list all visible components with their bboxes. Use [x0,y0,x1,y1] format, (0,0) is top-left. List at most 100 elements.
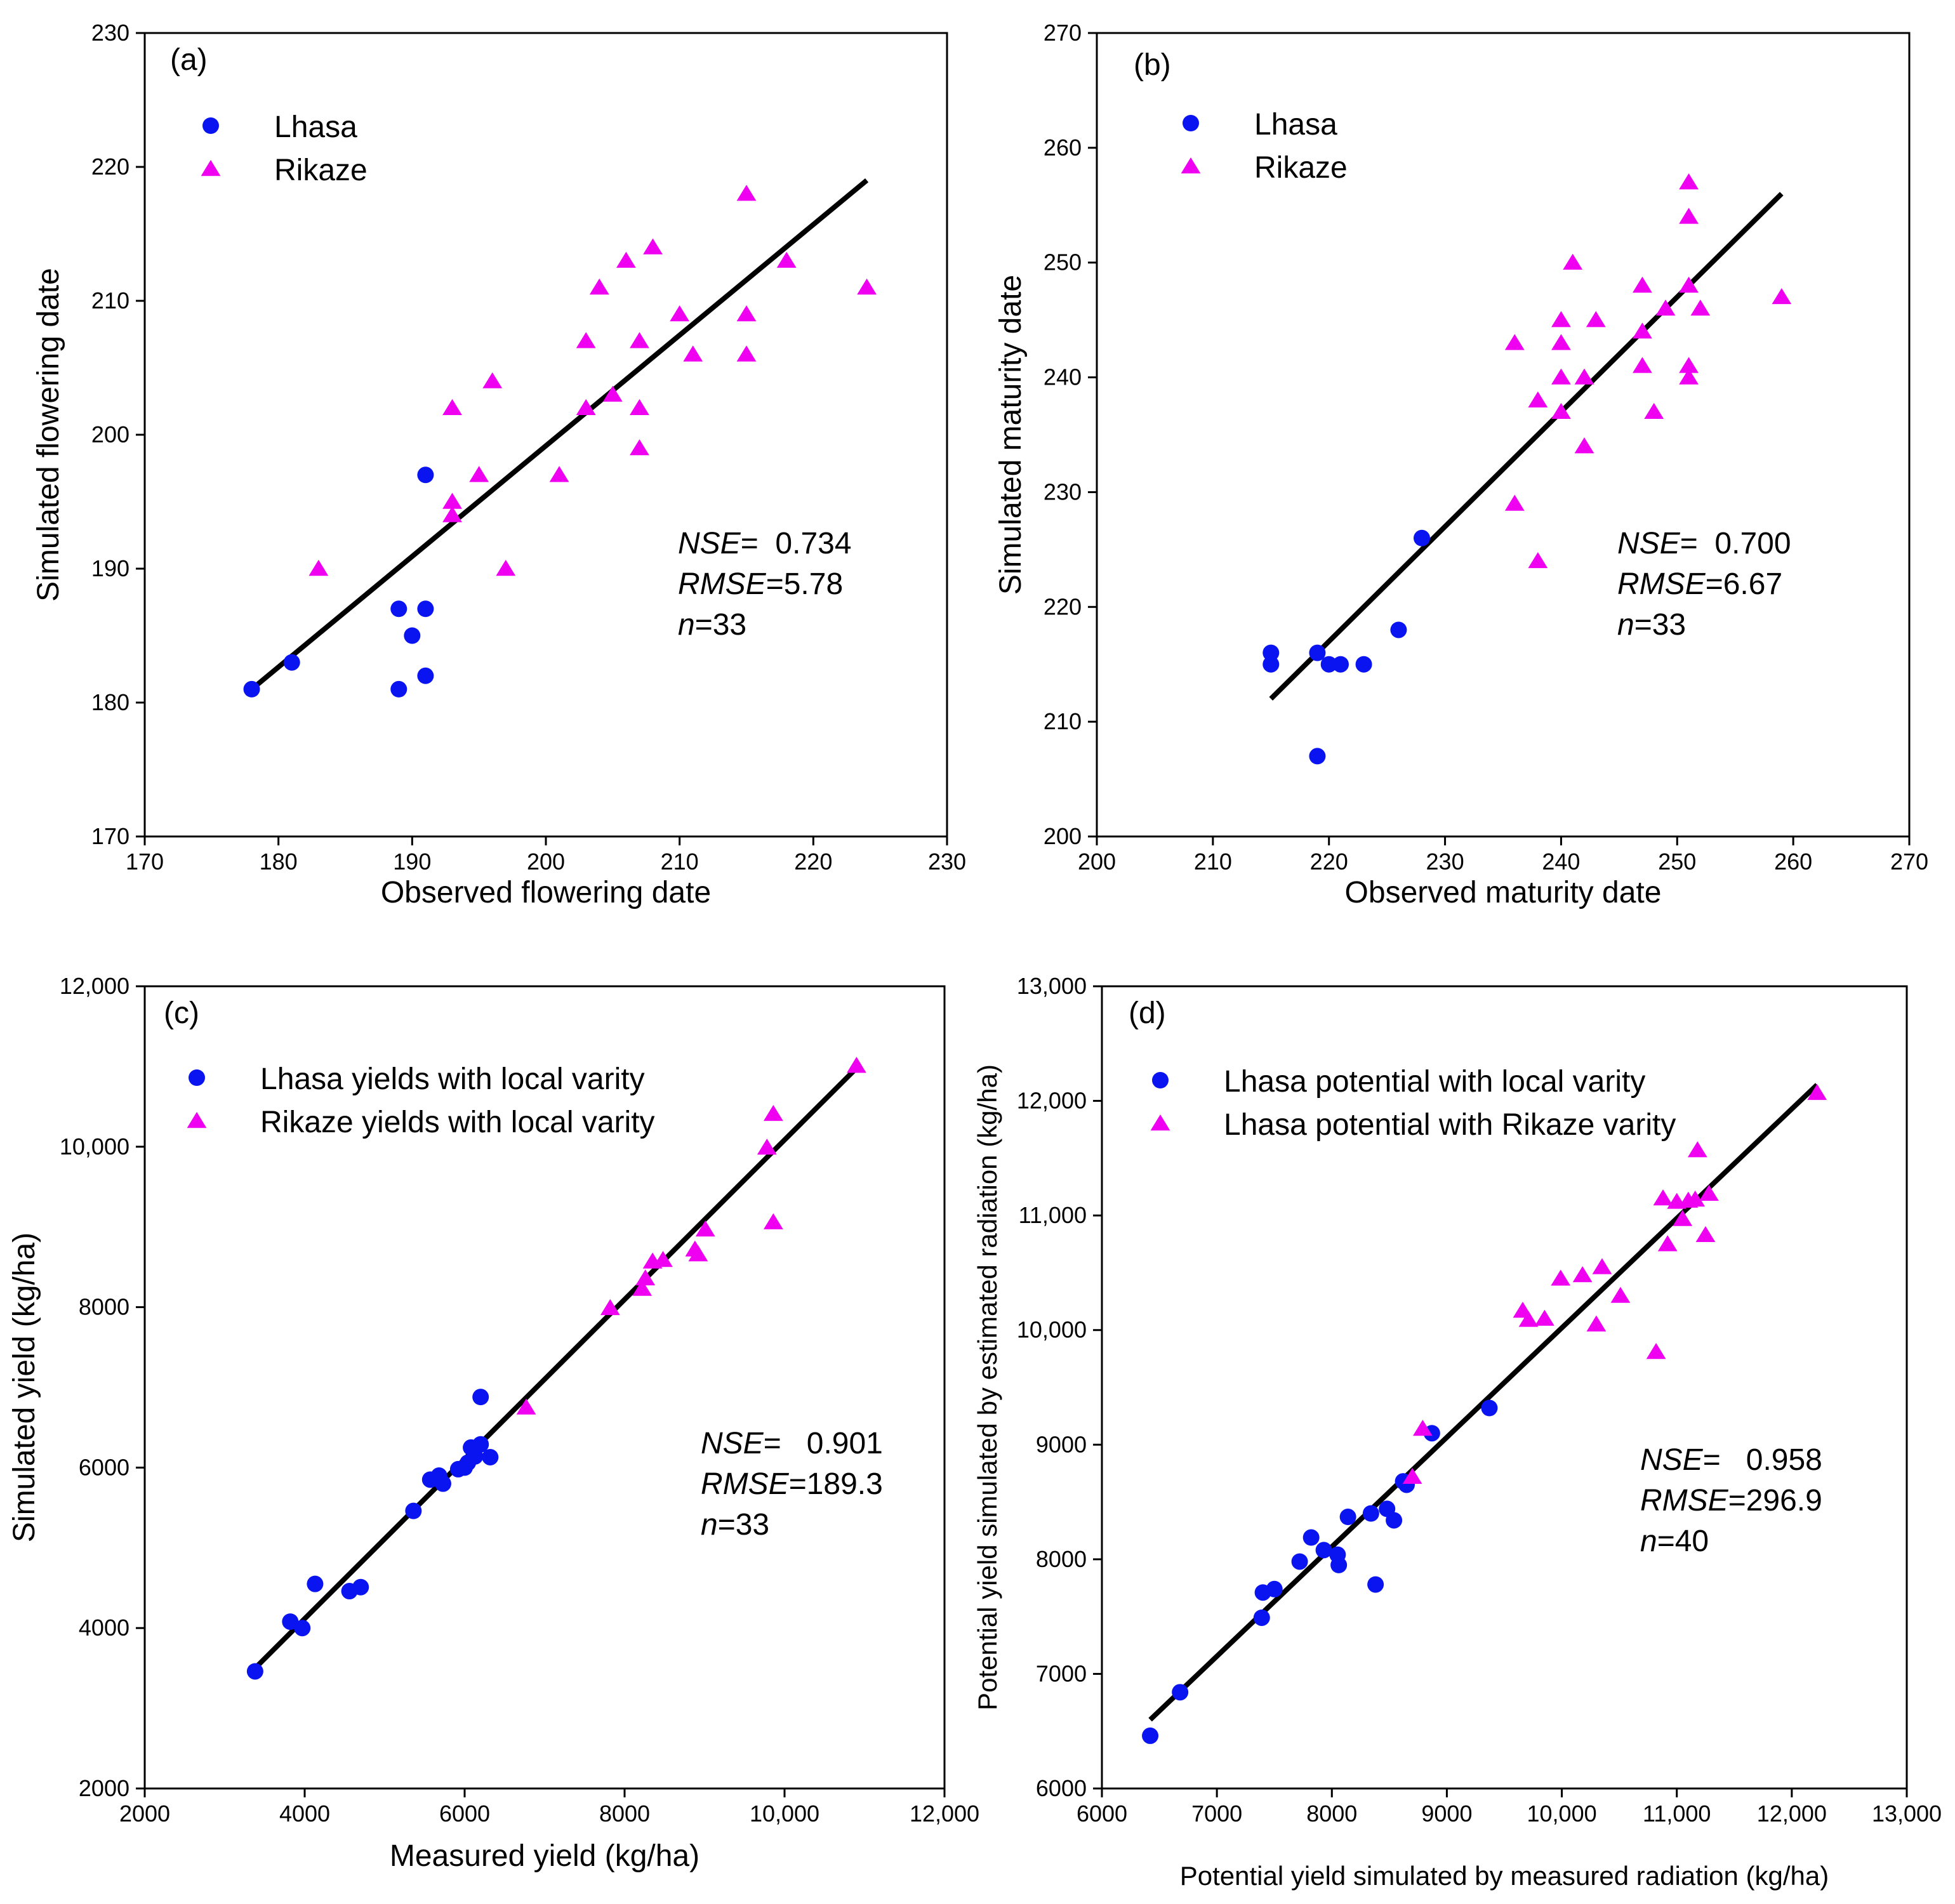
data-point-triangle [688,1245,708,1262]
y-tick-label: 220 [1044,593,1082,619]
legend-marker-triangle [187,1112,207,1128]
data-point-circle [246,1663,263,1680]
data-point-triangle [469,466,489,482]
stats-block: NSE= 0.700 RMSE=6.67 n=33 [1617,527,1791,642]
y-tick-label: 13,000 [1017,973,1087,999]
stat-line: RMSE=189.3 [701,1467,883,1501]
x-tick-label: 13,000 [1872,1801,1942,1827]
data-point-circle [1320,656,1337,673]
data-point-triangle [576,332,596,348]
panel-a: 170 180 190 200 210 220 230 170 180 190 200 210 220 2… [32,20,966,909]
data-point-triangle [776,251,797,268]
panel-c: 2000 4000 6000 8000 10,000 12,000 2000 4000 6000… [8,973,979,1873]
data-point-triangle [1551,311,1571,327]
series-circles [246,1389,499,1680]
y-tick-label: 6000 [1036,1775,1087,1801]
data-point-triangle [1655,300,1676,316]
data-point-circle [390,600,408,618]
data-point-triangle [1518,1311,1539,1327]
data-point-triangle [496,560,516,576]
data-point-triangle [736,305,757,322]
legend-marker-triangle [1150,1114,1170,1131]
stat-line: n=40 [1640,1524,1709,1558]
data-point-triangle [1687,1141,1707,1158]
data-point-triangle [1673,1210,1693,1226]
data-point-triangle [1586,311,1606,327]
y-tick-label: 230 [1044,479,1082,505]
panel-b: 200 210 220 230 240 250 260 270 200 210 220 230 240 2… [994,20,1928,909]
legend-marker-circle [1152,1072,1169,1088]
x-tick-label: 7000 [1191,1801,1242,1827]
stat-line: NSE= 0.901 [701,1427,883,1460]
legend: Lhasa yields with local varity Rikaze yie… [187,1062,655,1139]
data-point-circle [482,1448,499,1465]
x-tick-label: 270 [1890,849,1928,875]
y-tick-label: 8000 [1036,1546,1087,1572]
data-point-triangle [1574,368,1594,385]
legend-marker-circle [1183,115,1199,131]
data-point-triangle [1592,1258,1612,1274]
data-point-circle [472,1436,489,1453]
data-point-triangle [1412,1420,1433,1436]
data-point-circle [1253,1609,1270,1626]
data-point-circle [472,1389,489,1406]
y-tick-label: 230 [91,20,129,46]
data-point-circle [390,680,408,697]
data-point-triangle [1657,1235,1678,1252]
data-point-triangle [589,278,609,295]
y-tick-label: 270 [1044,20,1082,46]
plot-frame [1101,985,1908,1790]
series-triangles [308,185,877,576]
data-point-circle [1291,1553,1308,1570]
data-point-triangle [1646,1343,1666,1359]
data-point-triangle [1633,276,1652,293]
data-point-circle [1315,1542,1332,1559]
data-point-triangle [1699,1184,1719,1201]
stats-block: NSE= 0.901 RMSE=189.3 n=33 [701,1427,883,1542]
data-point-triangle [516,1398,536,1415]
legend-label: Rikaze yields with local varity [260,1106,655,1139]
series-circles [243,466,434,697]
legend-label: Lhasa potential with Rikaze varity [1224,1108,1676,1142]
data-point-circle [1481,1399,1498,1417]
x-tick-label: 9000 [1421,1801,1472,1827]
x-tick-label: 230 [1426,849,1464,875]
y-axis-label: Simulated yield (kg/ha) [8,1233,41,1542]
legend: Lhasa Rikaze [201,110,368,187]
data-point-triangle [1679,368,1699,385]
stats-block: NSE= 0.958 RMSE=296.9 n=40 [1640,1443,1822,1558]
data-point-triangle [1551,334,1571,350]
y-tick-label: 260 [1044,135,1082,161]
data-point-triangle [549,466,569,482]
stat-line: NSE= 0.958 [1640,1443,1822,1477]
data-point-triangle [1574,437,1594,454]
data-point-circle [1330,1556,1348,1573]
data-point-triangle [736,345,757,362]
x-tick-label: 200 [527,849,565,875]
stat-line: NSE= 0.700 [1617,527,1791,560]
x-tick-label: 210 [661,849,699,875]
plot-frame [143,985,946,1790]
data-point-circle [434,1475,451,1492]
data-point-circle [404,627,421,644]
data-point-triangle [1551,402,1571,420]
data-point-triangle [1528,552,1548,569]
data-point-triangle [442,399,462,415]
series-circles [1142,1399,1498,1744]
x-tick-label: 210 [1194,849,1232,875]
data-point-circle [1262,644,1280,661]
series-triangles [516,1057,866,1415]
stat-line: n=33 [701,1508,769,1542]
data-point-triangle [1633,322,1652,339]
series-triangles [1504,173,1792,569]
data-point-triangle [1690,300,1711,316]
data-point-triangle [1551,368,1571,385]
y-tick-label: 200 [91,421,129,447]
data-point-circle [1386,1512,1403,1529]
stats-block: NSE= 0.734 RMSE=5.78 n=33 [678,527,852,642]
x-tick-label: 240 [1542,849,1580,875]
y-tick-label: 7000 [1036,1660,1087,1686]
x-tick-label: 200 [1078,849,1116,875]
legend-label: Lhasa potential with local varity [1224,1065,1645,1099]
data-point-triangle [1807,1083,1827,1101]
